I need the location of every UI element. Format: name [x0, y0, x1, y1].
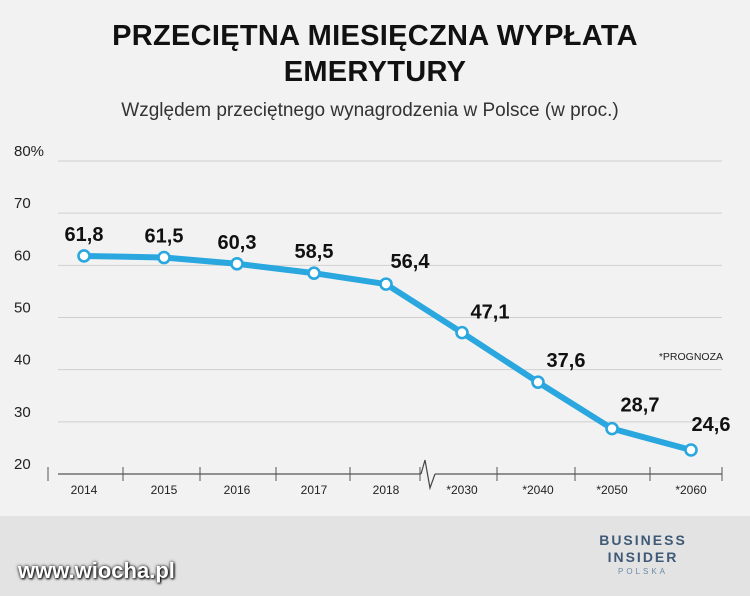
watermark-text: www.wiocha.pl — [18, 558, 175, 583]
y-tick-label: 80% — [14, 143, 44, 160]
x-tick-label: 2014 — [71, 483, 98, 497]
y-tick-label: 30 — [14, 404, 31, 421]
data-point — [684, 443, 698, 457]
x-tick-label: 2015 — [151, 483, 178, 497]
chart-title-line1: PRZECIĘTNA MIESIĘCZNA WYPŁATA — [112, 20, 638, 52]
y-tick-label: 60 — [14, 247, 31, 264]
axis-break-icon — [420, 459, 436, 491]
data-point — [605, 421, 619, 436]
data-point — [531, 375, 545, 389]
data-point — [230, 256, 244, 271]
y-tick-label: 40 — [14, 352, 31, 369]
line-chart: 80% 70 60 50 40 30 20 2014 2015 2016 2017 2018 *2030… — [14, 143, 731, 497]
x-tick-label: *2030 — [446, 483, 478, 497]
footer-bar: www.wiocha.pl BUSINESS INSIDER POLSKA — [0, 516, 750, 596]
data-label: 61,8 — [65, 224, 104, 246]
brand-line3: POLSKA — [617, 567, 668, 576]
data-label: 24,6 — [692, 414, 731, 436]
forecast-note: *PROGNOZA — [659, 351, 723, 363]
brand-line1: BUSINESS — [599, 532, 687, 548]
data-point — [455, 325, 469, 340]
x-tick-label: *2040 — [522, 483, 554, 497]
data-label: 60,3 — [218, 232, 257, 254]
data-point — [307, 266, 321, 280]
brand-line2: INSIDER — [607, 549, 679, 565]
data-label: 47,1 — [471, 302, 510, 324]
data-label: 37,6 — [547, 350, 586, 372]
x-tick-label: 2018 — [373, 483, 400, 497]
chart-title-line2: EMERYTURY — [283, 56, 467, 88]
data-point — [379, 277, 393, 291]
data-label: 58,5 — [295, 241, 334, 263]
y-tick-label: 70 — [14, 195, 31, 212]
data-label: 61,5 — [145, 226, 184, 248]
data-label: 56,4 — [391, 251, 431, 273]
y-tick-label: 50 — [14, 300, 31, 317]
x-tick-label: *2060 — [675, 483, 707, 497]
x-tick-label: 2017 — [301, 483, 328, 497]
business-insider-logo: BUSINESS INSIDER POLSKA — [593, 532, 693, 578]
data-point — [157, 250, 171, 265]
y-tick-label: 20 — [14, 456, 31, 473]
data-label: 28,7 — [621, 395, 660, 417]
x-tick-label: 2016 — [224, 483, 251, 497]
chart-subtitle: Względem przeciętnego wynagrodzenia w Po… — [121, 100, 619, 121]
data-point — [77, 249, 91, 263]
chart-title: PRZECIĘTNA MIESIĘCZNA WYPŁATA EMERYTURY — [0, 18, 750, 90]
x-tick-label: *2050 — [596, 483, 628, 497]
